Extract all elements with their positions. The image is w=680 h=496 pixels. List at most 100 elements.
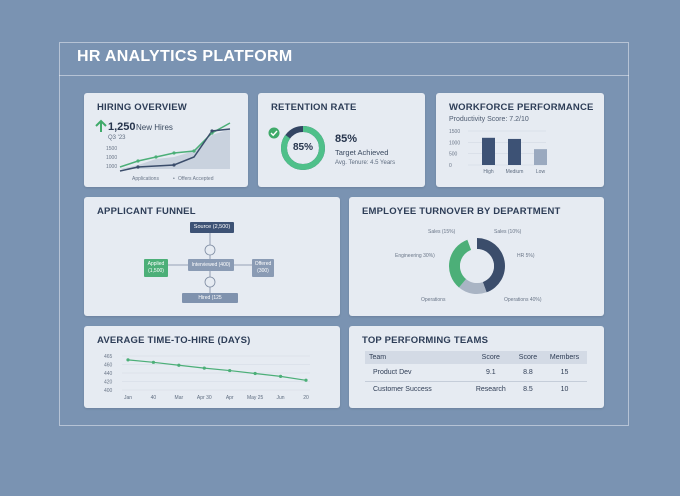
legend-bullet-icon: • — [173, 176, 175, 182]
tth-point — [253, 371, 257, 376]
header-divider — [59, 75, 629, 76]
label-hr: HR 5%) — [517, 253, 535, 259]
funnel-applied-label: Applied — [147, 261, 165, 267]
team-score-2: 8.5 — [523, 386, 533, 394]
hiring-line-chart — [119, 122, 231, 172]
retention-value: 85% — [335, 133, 358, 145]
tth-x-label: 20 — [303, 395, 309, 401]
trend-up-icon — [95, 119, 107, 132]
retention-rate-card[interactable]: RETENTION RATE 85% 85% Target Achieved A… — [258, 93, 425, 187]
tth-point — [278, 374, 283, 378]
avg-tenure: Avg. Tenure: 4.5 Years — [335, 160, 396, 166]
tth-x-label: May 25 — [247, 395, 264, 401]
team-name: Product Dev — [373, 368, 412, 376]
funnel-interviewed-node[interactable]: Interviewed (400) — [188, 259, 234, 271]
tth-x-label: Jun — [277, 395, 285, 401]
funnel-applied-count: (1,500) — [148, 268, 164, 274]
workforce-y-tick: 1000 — [449, 140, 460, 146]
team-members: 10 — [560, 386, 569, 394]
tth-x-label: Mar — [175, 395, 184, 401]
hiring-y-tick: 1000 — [106, 155, 118, 161]
tth-point — [304, 378, 308, 382]
time-to-hire-card[interactable]: AVERAGE TIME-TO-HIRE (DAYS) 465 460 440 420… — [84, 326, 340, 408]
top-teams-card[interactable]: TOP PERFORMING TEAMS Team Score Score Me… — [349, 326, 604, 408]
new-hires-value: 1,250 — [108, 121, 136, 133]
app-title: HR ANALYTICS PLATFORM — [77, 48, 293, 65]
hiring-overview-card[interactable]: HIRING OVERVIEW 1,250 New Hires Q3 '23 1… — [84, 93, 248, 187]
teams-table: Team Score Score Members Product Dev 9.1… — [365, 351, 587, 398]
workforce-y-tick: 0 — [449, 163, 452, 169]
funnel-node-circle — [204, 244, 216, 256]
retention-ring — [281, 126, 325, 170]
workforce-y-tick: 1500 — [449, 129, 460, 135]
tth-x-label: Apr 30 — [197, 395, 212, 401]
workforce-performance-card[interactable]: WORKFORCE PERFORMANCE Productivity Score… — [436, 93, 604, 187]
funnel-offered-node[interactable]: Offered (300) — [252, 259, 274, 277]
tth-point — [202, 366, 206, 370]
header-score-2: Score — [518, 354, 538, 361]
top-teams-title: TOP PERFORMING TEAMS — [362, 335, 489, 346]
header-team: Team — [369, 354, 387, 361]
table-row[interactable]: Customer Success Research 8.5 10 — [365, 381, 587, 398]
team-score-2: 8.8 — [523, 368, 533, 376]
turnover-slice — [467, 238, 477, 251]
retention-rate-title: RETENTION RATE — [271, 102, 357, 113]
funnel-connectors — [168, 233, 252, 293]
workforce-category-label: Low — [536, 169, 546, 175]
header-score: Score — [481, 354, 500, 361]
funnel-node-circle — [204, 276, 216, 288]
workforce-y-tick: 500 — [449, 152, 458, 158]
employee-turnover-card[interactable]: EMPLOYEE TURNOVER BY DEPARTMENT Sales (1… — [349, 197, 604, 316]
workforce-bar — [482, 137, 495, 165]
workforce-category-label: Medium — [506, 169, 524, 175]
tth-y-tick: 420 — [104, 380, 113, 386]
team-score: 9.1 — [485, 368, 496, 376]
legend-applications: Applications — [132, 176, 159, 182]
dashboard-frame — [59, 42, 629, 426]
tth-x-label: Apr — [226, 395, 234, 401]
tth-point — [126, 358, 130, 362]
tth-x-label: Jan — [124, 395, 132, 401]
applicant-funnel-title: APPLICANT FUNNEL — [97, 206, 196, 217]
team-name: Customer Success — [373, 386, 432, 394]
legend-offers: Offers Accepted — [178, 176, 214, 182]
hiring-area-fill — [120, 129, 230, 169]
workforce-category-label: High — [483, 169, 494, 175]
tth-x-label: 40 — [151, 395, 157, 401]
turnover-slice — [449, 239, 472, 288]
funnel-applied-node[interactable]: Applied (1,500) — [144, 259, 168, 277]
tth-line — [127, 359, 307, 381]
label-operations: Operations — [421, 297, 446, 303]
funnel-source-node[interactable]: Source (2,500) — [190, 222, 234, 233]
funnel-offered-label: Offered — [254, 261, 272, 267]
funnel-hired-node[interactable]: Hired (125 — [182, 293, 238, 303]
table-row[interactable]: Product Dev 9.1 8.8 15 — [365, 364, 587, 381]
tth-point — [177, 363, 181, 367]
time-to-hire-title: AVERAGE TIME-TO-HIRE (DAYS) — [97, 335, 251, 346]
tth-point — [228, 368, 232, 373]
label-sales-15: Sales (15%) — [428, 229, 456, 235]
turnover-slice — [477, 238, 506, 293]
hiring-overview-title: HIRING OVERVIEW — [97, 102, 187, 113]
turnover-donut-chart — [449, 238, 506, 294]
workforce-performance-title: WORKFORCE PERFORMANCE — [449, 102, 594, 113]
retention-target-label: Target Achieved — [335, 148, 389, 157]
tth-y-tick: 465 — [104, 354, 113, 360]
label-sales-10: Sales (10%) — [494, 229, 522, 235]
applicant-funnel-card[interactable]: APPLICANT FUNNEL Source (2,500) Applied … — [84, 197, 340, 316]
label-engineering: Engineering 30%) — [395, 253, 435, 259]
funnel-offered-count: (300) — [257, 268, 269, 274]
hiring-y-tick: 1500 — [106, 146, 118, 152]
new-hires-label: New Hires — [136, 123, 173, 132]
tth-y-tick: 440 — [104, 371, 113, 377]
donut-hole — [460, 249, 494, 283]
hiring-period: Q3 '23 — [108, 135, 126, 141]
checkmark-icon — [268, 127, 280, 139]
tth-y-tick: 460 — [104, 363, 113, 369]
hiring-y-tick: 1000 — [106, 164, 118, 170]
workforce-bar — [534, 149, 547, 165]
employee-turnover-title: EMPLOYEE TURNOVER BY DEPARTMENT — [362, 206, 561, 217]
label-operations-40: Operations 40%) — [504, 297, 542, 303]
turnover-slice — [459, 279, 487, 294]
retention-ring-label: 85% — [292, 142, 313, 153]
